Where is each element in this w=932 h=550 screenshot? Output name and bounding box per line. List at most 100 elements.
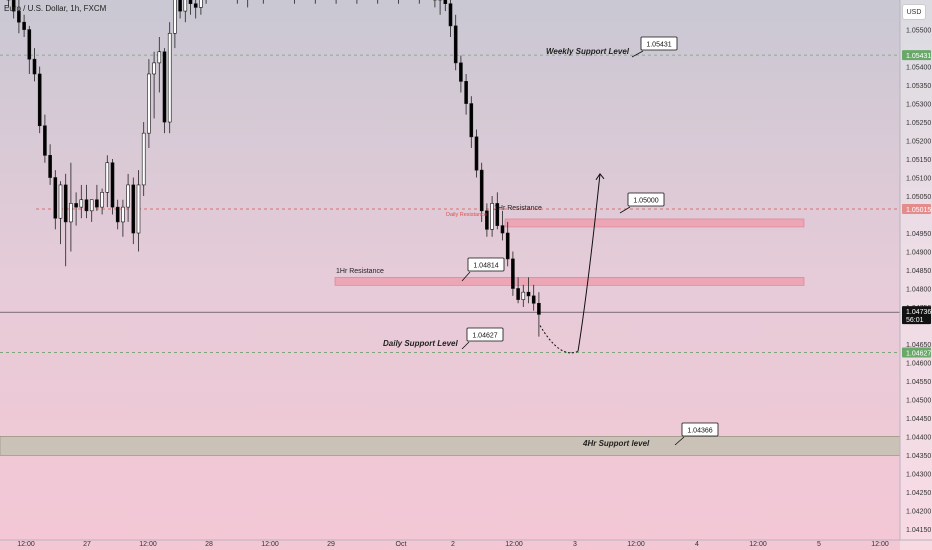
candle-body: [136, 184, 141, 234]
x-tick-label: 12:00: [505, 541, 523, 548]
candle: [377, 0, 379, 4]
candle: [48, 144, 52, 185]
candle-body: [115, 206, 120, 223]
candle: [495, 192, 500, 230]
candle-body: [126, 184, 130, 208]
candle: [199, 0, 203, 15]
price-tag-bg: [902, 203, 931, 214]
candle: [173, 0, 177, 49]
current-price-label: 1.04736: [906, 309, 931, 316]
candle: [121, 199, 125, 237]
candle-body: [89, 199, 94, 212]
candle: [167, 22, 172, 134]
candle: [438, 0, 442, 15]
candle: [147, 59, 151, 148]
candle: [314, 0, 316, 4]
candle: [418, 0, 420, 4]
projection-dotted: [539, 325, 579, 354]
callout-box: [466, 327, 504, 342]
level-name: Daily Resistance: [446, 212, 487, 218]
zone-rect: [334, 277, 805, 286]
candle-body: [537, 302, 541, 315]
candle: [157, 36, 162, 93]
candle: [131, 177, 136, 245]
y-tick-label: 1.05050: [906, 194, 931, 201]
candle: [183, 0, 188, 23]
candle-body: [27, 29, 32, 60]
x-tick-label: 12:00: [17, 541, 35, 548]
candle-body: [505, 232, 510, 260]
y-tick-label: 1.05400: [906, 65, 931, 72]
candle: [398, 0, 399, 4]
candle: [193, 0, 198, 19]
price-tag-label: 1.05431: [906, 53, 931, 60]
candle-body: [531, 295, 536, 304]
x-tick-label: 4: [695, 541, 699, 548]
x-tick-label: 5: [817, 541, 821, 548]
candle-body: [74, 203, 78, 208]
y-tick-label: 1.04450: [906, 416, 931, 423]
candle-body: [84, 199, 89, 212]
candle: [236, 0, 238, 4]
candle-body: [32, 58, 37, 75]
candle: [485, 203, 489, 237]
time-axis[interactable]: 12:00 27 12:00 28 12:00 29 Oct 2 12:00 3 12:00 4 12:…: [0, 539, 932, 548]
callout: 1.05431 Weekly Support Level: [546, 36, 678, 58]
x-tick-label: 12:00: [871, 541, 889, 548]
currency-button[interactable]: USD: [902, 4, 926, 20]
countdown-label: 56:01: [906, 317, 924, 324]
callout-box: [681, 422, 719, 437]
candle-body: [147, 73, 151, 134]
zone-name: 1Hr Resistance: [494, 205, 542, 212]
candle-body: [162, 51, 167, 123]
price-tag-bg: [902, 50, 931, 61]
candle: [511, 251, 515, 296]
zone-layer: [0, 218, 901, 456]
candle: [69, 162, 73, 252]
candle: [459, 55, 463, 93]
candle-body: [11, 0, 16, 12]
price-axis[interactable]: 1.05500 1.05400 1.05350 1.05300 1.05250 1.052…: [899, 0, 932, 550]
candle-body: [443, 0, 448, 4]
price-axis-bg[interactable]: [900, 0, 932, 550]
candle-body: [48, 155, 52, 178]
candle: [479, 162, 484, 222]
candle: [89, 199, 94, 222]
callout-value: 1.04627: [472, 333, 497, 340]
candle-body: [131, 184, 136, 234]
annotation-layer: 1.05431 Weekly Support Level 1.05000 1.0481…: [336, 36, 719, 448]
candle: [58, 181, 63, 245]
candle: [505, 221, 510, 267]
candle-body: [511, 258, 515, 289]
candle-body: [141, 132, 146, 186]
callout-value: 1.04366: [687, 428, 712, 435]
candle: [262, 0, 264, 4]
y-tick-label: 1.05500: [906, 28, 931, 35]
candle: [43, 114, 47, 163]
y-tick-label: 1.05200: [906, 139, 931, 146]
candle-body: [105, 162, 110, 193]
candle: [469, 96, 474, 148]
candle-body: [516, 288, 520, 300]
level-name: Daily Support Level: [383, 339, 458, 348]
candle-body: [479, 169, 484, 212]
candle: [188, 0, 193, 15]
candle-body: [69, 203, 73, 223]
candle-body: [121, 206, 125, 223]
candle-body: [63, 184, 68, 223]
candle-body: [53, 177, 58, 219]
arrow-head: [595, 172, 605, 181]
candle-body: [464, 81, 468, 104]
candle-body: [183, 0, 188, 12]
candle-body: [58, 184, 63, 219]
candle: [152, 51, 156, 119]
candle: [79, 184, 84, 219]
candle: [453, 14, 458, 71]
candle: [141, 122, 146, 197]
candle-body: [79, 199, 84, 208]
candle-layer: [6, 0, 541, 337]
y-tick-label: 1.04650: [906, 342, 931, 349]
y-tick-label: 1.04900: [906, 250, 931, 257]
